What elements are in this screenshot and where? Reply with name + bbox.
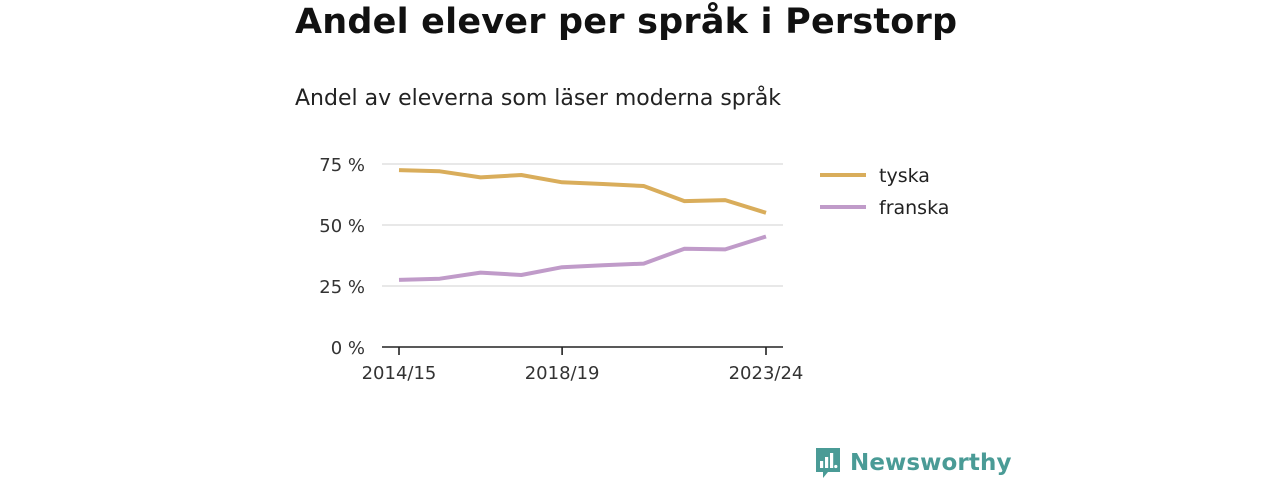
legend-label-franska: franska — [879, 197, 949, 219]
line-chart: 0 % 25 % 50 % 75 % 2014/15 2018/19 2023/24 ty… — [0, 0, 1280, 480]
series-line-tyska — [399, 170, 766, 213]
x-tick-label-2023-24: 2023/24 — [729, 363, 804, 384]
y-tick-label-0: 0 % — [331, 338, 365, 359]
x-tick-label-2014-15: 2014/15 — [362, 363, 437, 384]
x-tick-label-2018-19: 2018/19 — [525, 363, 600, 384]
series-line-franska — [399, 237, 766, 280]
y-axis-ticks: 0 % 25 % 50 % 75 % — [319, 155, 365, 359]
newsworthy-logo-icon — [814, 446, 842, 480]
y-tick-label-75: 75 % — [319, 155, 365, 176]
y-tick-label-50: 50 % — [319, 216, 365, 237]
x-axis: 2014/15 2018/19 2023/24 — [362, 347, 804, 384]
newsworthy-logo: Newsworthy — [814, 446, 1012, 480]
legend-label-tyska: tyska — [879, 165, 930, 187]
legend: tyska franska — [820, 165, 949, 219]
y-tick-label-25: 25 % — [319, 277, 365, 298]
newsworthy-logo-text: Newsworthy — [850, 450, 1012, 476]
